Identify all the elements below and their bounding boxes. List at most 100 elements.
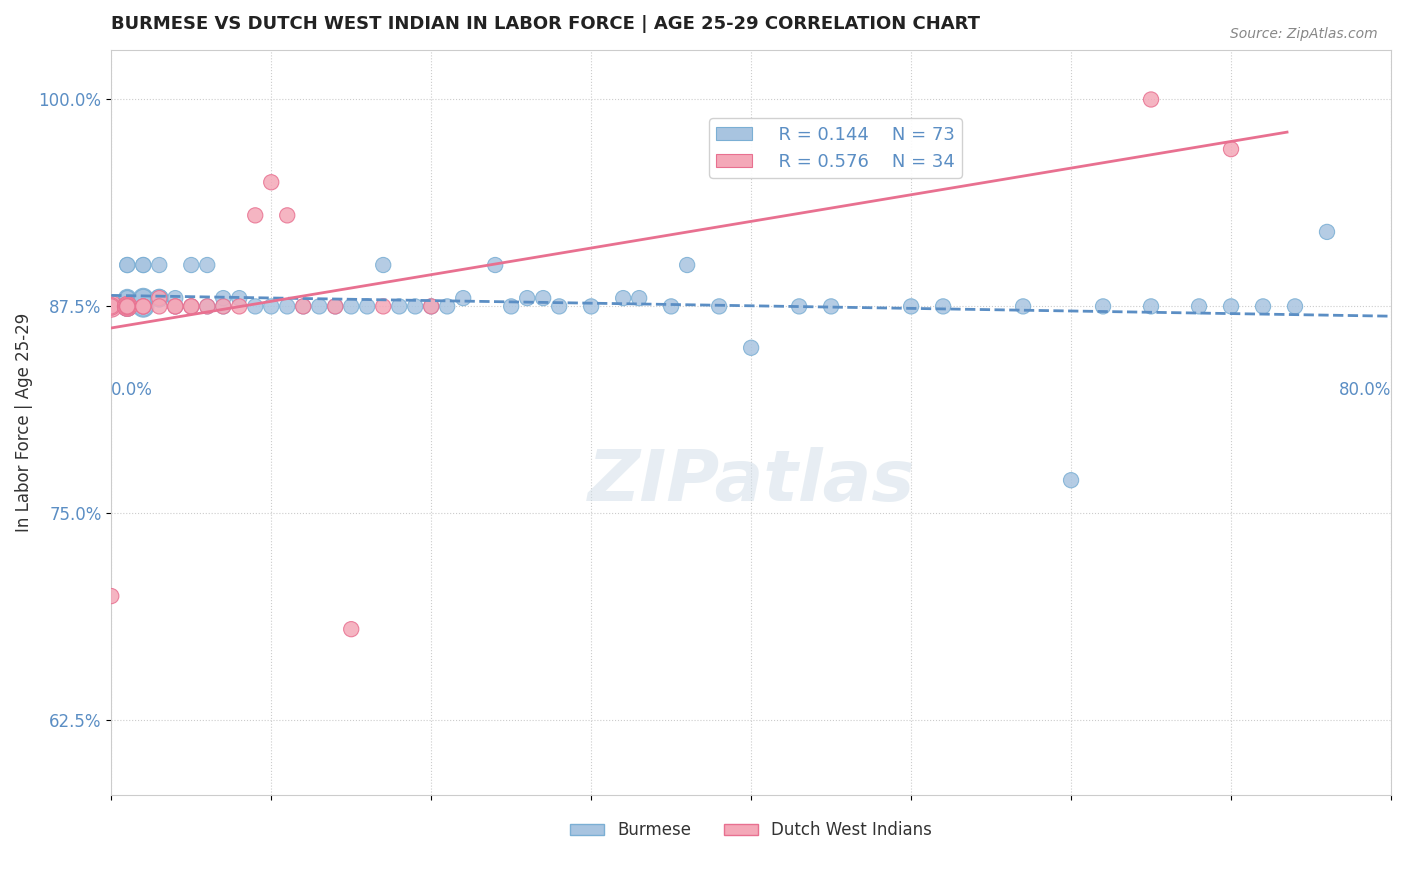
Point xyxy=(132,299,155,313)
Text: 0.0%: 0.0% xyxy=(111,381,153,400)
Point xyxy=(531,291,554,305)
Point xyxy=(100,299,122,313)
Point xyxy=(612,291,634,305)
Text: 80.0%: 80.0% xyxy=(1339,381,1391,400)
Point xyxy=(117,299,139,313)
Point xyxy=(117,299,139,313)
Point xyxy=(117,299,139,313)
Point xyxy=(579,299,602,313)
Point xyxy=(165,299,187,313)
Point xyxy=(373,258,395,272)
Y-axis label: In Labor Force | Age 25-29: In Labor Force | Age 25-29 xyxy=(15,312,32,532)
Point xyxy=(132,299,155,313)
Point xyxy=(388,299,411,313)
Point xyxy=(100,299,122,313)
Point xyxy=(451,291,474,305)
Point xyxy=(180,299,202,313)
Point xyxy=(100,589,122,603)
Point xyxy=(117,291,139,305)
Point xyxy=(100,299,122,313)
Point xyxy=(501,299,523,313)
Point xyxy=(1140,93,1163,107)
Point xyxy=(117,299,139,313)
Point xyxy=(292,299,315,313)
Point xyxy=(1188,299,1211,313)
Point xyxy=(148,291,170,305)
Point xyxy=(100,299,122,313)
Legend: Burmese, Dutch West Indians: Burmese, Dutch West Indians xyxy=(564,814,939,846)
Point xyxy=(1060,473,1083,487)
Point xyxy=(100,299,122,313)
Point xyxy=(276,208,298,222)
Point xyxy=(228,299,250,313)
Point xyxy=(100,299,122,313)
Point xyxy=(1092,299,1115,313)
Point xyxy=(436,299,458,313)
Point xyxy=(1251,299,1274,313)
Point xyxy=(195,258,218,272)
Point xyxy=(132,299,155,313)
Point xyxy=(117,258,139,272)
Point xyxy=(548,299,571,313)
Point xyxy=(180,299,202,313)
Point xyxy=(117,299,139,313)
Point xyxy=(212,299,235,313)
Point xyxy=(148,291,170,305)
Point xyxy=(260,175,283,189)
Point xyxy=(132,299,155,313)
Point xyxy=(356,299,378,313)
Point xyxy=(707,299,730,313)
Point xyxy=(117,291,139,305)
Point xyxy=(1140,299,1163,313)
Point xyxy=(212,291,235,305)
Point xyxy=(1220,299,1243,313)
Point xyxy=(148,299,170,313)
Point xyxy=(628,291,651,305)
Point xyxy=(165,299,187,313)
Text: ZIPatlas: ZIPatlas xyxy=(588,448,915,516)
Point xyxy=(484,258,506,272)
Point xyxy=(932,299,955,313)
Point xyxy=(340,299,363,313)
Point xyxy=(100,299,122,313)
Text: BURMESE VS DUTCH WEST INDIAN IN LABOR FORCE | AGE 25-29 CORRELATION CHART: BURMESE VS DUTCH WEST INDIAN IN LABOR FO… xyxy=(111,15,980,33)
Point xyxy=(212,299,235,313)
Point xyxy=(117,291,139,305)
Point xyxy=(323,299,346,313)
Point xyxy=(165,291,187,305)
Point xyxy=(117,258,139,272)
Point xyxy=(165,299,187,313)
Point xyxy=(228,291,250,305)
Point xyxy=(276,299,298,313)
Point xyxy=(373,299,395,313)
Point xyxy=(132,291,155,305)
Point xyxy=(516,291,538,305)
Point xyxy=(292,299,315,313)
Point xyxy=(117,299,139,313)
Point xyxy=(1012,299,1035,313)
Point xyxy=(100,299,122,313)
Point xyxy=(260,299,283,313)
Point xyxy=(420,299,443,313)
Point xyxy=(323,299,346,313)
Point xyxy=(117,299,139,313)
Point xyxy=(195,299,218,313)
Point xyxy=(340,622,363,636)
Point xyxy=(132,299,155,313)
Point xyxy=(404,299,426,313)
Point xyxy=(100,299,122,313)
Point xyxy=(740,341,762,355)
Point xyxy=(1220,142,1243,156)
Point xyxy=(117,291,139,305)
Point xyxy=(100,299,122,313)
Point xyxy=(148,258,170,272)
Point xyxy=(117,299,139,313)
Point xyxy=(100,299,122,313)
Point xyxy=(132,291,155,305)
Point xyxy=(180,258,202,272)
Point xyxy=(676,258,699,272)
Point xyxy=(659,299,682,313)
Point xyxy=(820,299,842,313)
Point xyxy=(900,299,922,313)
Point xyxy=(1284,299,1306,313)
